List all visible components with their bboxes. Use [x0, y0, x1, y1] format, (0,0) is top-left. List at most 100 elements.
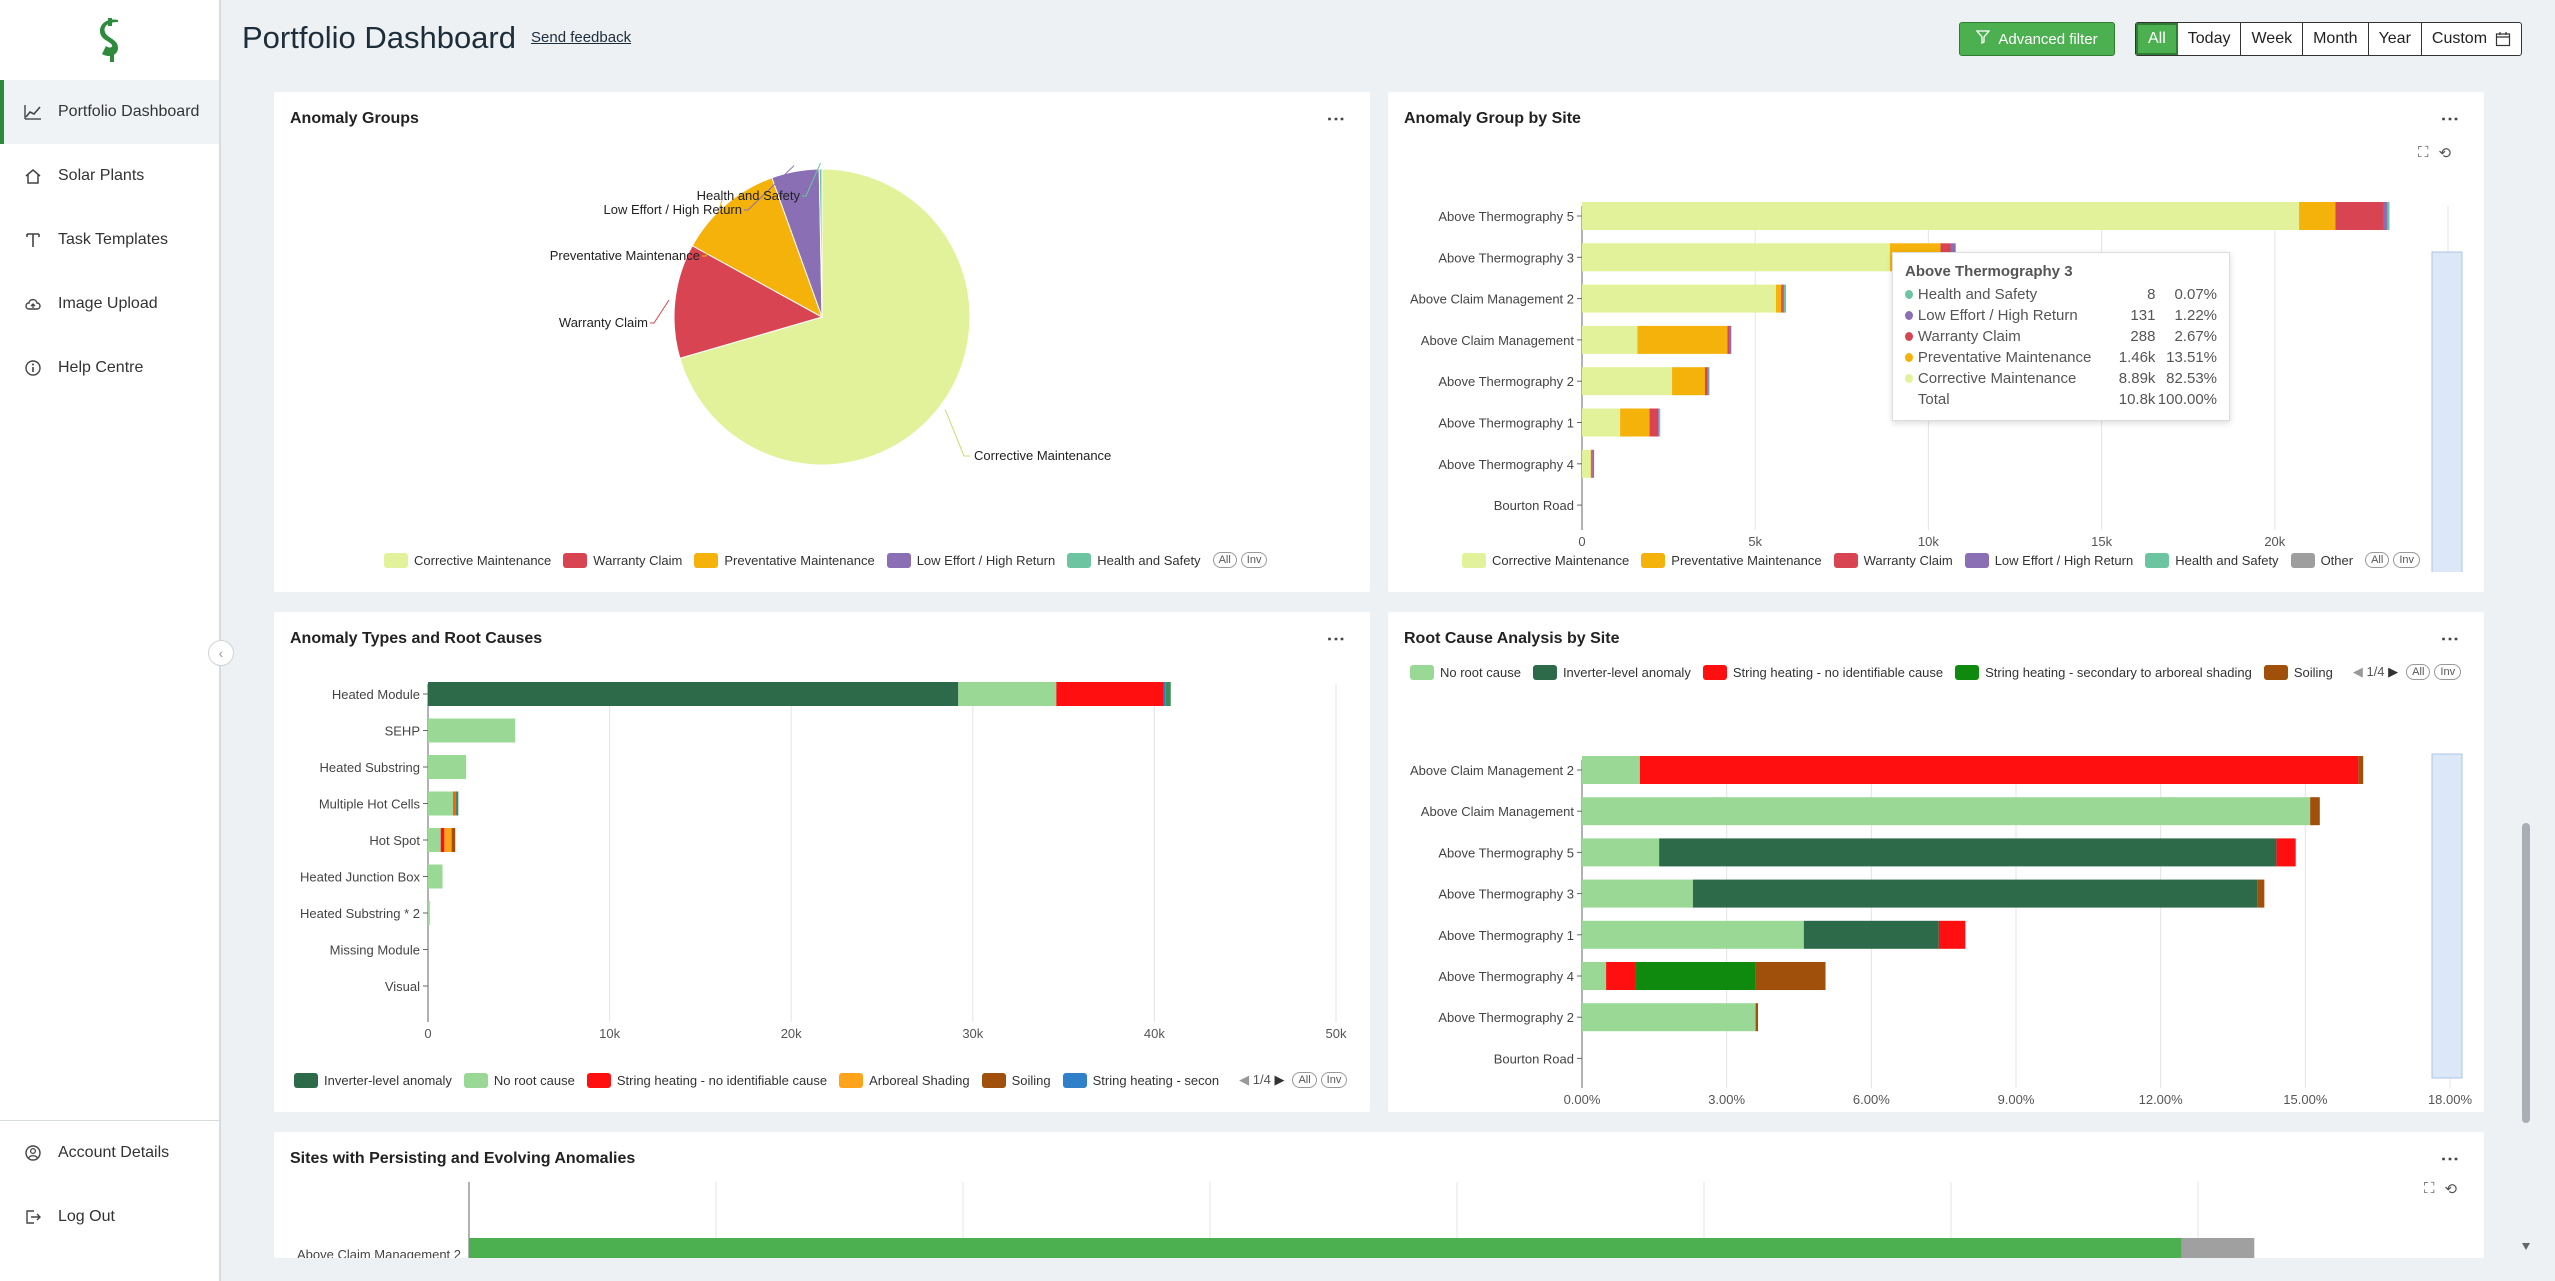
legend-item[interactable]: String heating - no identifiable cause	[586, 1072, 827, 1088]
sidebar-item-task-templates[interactable]: Task Templates	[0, 208, 219, 272]
send-feedback-link[interactable]: Send feedback	[531, 29, 632, 46]
stacked-bar-chart: 0.00% 3.00% 6.00% 9.00% 12.00% 15.00% 18.00% Ab…	[1410, 753, 2472, 1107]
legend-item[interactable]: Corrective Maintenance	[384, 552, 551, 568]
legend-invert-button[interactable]: Inv	[2434, 664, 2462, 680]
chevron-left-icon[interactable]: ◀	[2352, 664, 2363, 679]
legend-swatch	[294, 1072, 318, 1088]
range-week-button[interactable]: Week	[2241, 23, 2304, 55]
legend-item[interactable]: String heating - no identifiable cause	[1702, 664, 1943, 680]
legend-label: Preventative Maintenance	[724, 552, 875, 568]
legend-item[interactable]: Inverter-level anomaly	[1532, 664, 1691, 680]
legend-item[interactable]: String heating - secondary to arboreal s…	[1955, 664, 2252, 680]
legend-pager[interactable]: ◀ 1/4 ▶	[2353, 664, 2398, 680]
stacked-bar-chart: Above Claim Management 2	[297, 1182, 2255, 1258]
chevron-right-icon[interactable]: ▶	[2388, 664, 2399, 679]
legend-item[interactable]: String heating - secon	[1062, 1072, 1219, 1088]
legend-item[interactable]: Other	[2290, 552, 2353, 568]
legend-label: String heating - secondary to arboreal s…	[1985, 664, 2252, 680]
legend-invert-button[interactable]: Inv	[1320, 1072, 1348, 1088]
legend-item[interactable]: Inverter-level anomaly	[294, 1072, 452, 1088]
x-tick-label: 50k	[1326, 1026, 1347, 1041]
sidebar-item-label: Image Upload	[58, 295, 158, 312]
anomaly-group-by-site-panel: Anomaly Group by Site ⋮ ⛶⟲ 05k10k15k20k2…	[1388, 92, 2484, 592]
legend-pager[interactable]: ◀ 1/4 ▶	[1239, 1072, 1284, 1088]
brand-logo[interactable]	[96, 18, 126, 62]
sidebar-item-solar-plants[interactable]: Solar Plants	[0, 144, 219, 208]
legend-invert-button[interactable]: Inv	[2393, 552, 2420, 568]
legend-item[interactable]: Corrective Maintenance	[1462, 552, 1629, 568]
legend-swatch	[1964, 552, 1989, 568]
text-t-icon	[24, 231, 42, 249]
more-options-icon[interactable]: ⋮	[1326, 630, 1346, 648]
range-year-button[interactable]: Year	[2369, 23, 2422, 55]
legend-swatch	[1532, 664, 1557, 680]
page-title: Portfolio Dashboard	[242, 20, 516, 55]
bar-segment	[1727, 325, 1730, 354]
sidebar-item-help-centre[interactable]: Help Centre	[0, 336, 219, 400]
legend-select-all-button[interactable]: All	[2365, 552, 2390, 568]
zoom-reset-icon[interactable]: ⟲	[2438, 145, 2452, 162]
legend-invert-button[interactable]: Inv	[1240, 552, 1268, 568]
bar-segment	[1803, 920, 1939, 949]
legend-select-all-button[interactable]: All	[1212, 552, 1237, 568]
sidebar-item-account-details[interactable]: Account Details	[0, 1121, 219, 1185]
legend-swatch	[839, 1072, 864, 1088]
range-custom-label: Custom	[2431, 30, 2488, 47]
bar-segment	[1708, 367, 1710, 396]
legend-item[interactable]: Soiling	[981, 1072, 1051, 1088]
range-month-button[interactable]: Month	[2303, 23, 2369, 55]
chart-line-icon	[24, 103, 42, 121]
legend-item[interactable]: Arboreal Shading	[839, 1072, 970, 1088]
zoom-reset-icon[interactable]: ⟲	[2444, 1181, 2458, 1198]
chevron-left-icon[interactable]: ◀	[1239, 1072, 1250, 1087]
zoom-select-icon[interactable]: ⛶	[2418, 144, 2429, 161]
more-options-icon[interactable]: ⋮	[1326, 110, 1346, 128]
legend-select-all-button[interactable]: All	[2406, 664, 2431, 680]
more-options-icon[interactable]: ⋮	[2440, 630, 2460, 648]
bar-segment	[1729, 325, 1732, 354]
legend-item[interactable]: Preventative Maintenance	[1641, 552, 1822, 568]
pie-label: Low Effort / High Return	[604, 202, 743, 217]
y-category-label: Visual	[385, 979, 420, 994]
legend-item[interactable]: Preventative Maintenance	[694, 552, 875, 568]
range-today-button[interactable]: Today	[2178, 23, 2242, 55]
zoom-tools: ⛶ ⟲	[2424, 1180, 2457, 1198]
x-tick-label: 10k	[1918, 534, 1939, 549]
sidebar-nav: Portfolio Dashboard Solar Plants Task Te…	[0, 80, 219, 400]
legend-select-all-button[interactable]: All	[1292, 1072, 1317, 1088]
zoom-select-icon[interactable]: ⛶	[2424, 1180, 2435, 1197]
bar-segment	[1783, 284, 1787, 313]
y-category-label: Heated Junction Box	[300, 870, 420, 885]
legend-item[interactable]: No root cause	[1410, 664, 1521, 680]
collapse-sidebar-button[interactable]: ‹	[208, 640, 234, 666]
more-options-icon[interactable]: ⋮	[2440, 1150, 2460, 1168]
logout-icon	[24, 1208, 42, 1226]
range-all-button[interactable]: All	[2136, 23, 2178, 55]
y-category-label: Above Thermography 2	[1438, 374, 1574, 389]
legend-item[interactable]: Health and Safety	[2145, 552, 2279, 568]
chevron-right-icon[interactable]: ▶	[1274, 1072, 1285, 1087]
legend-item[interactable]: Low Effort / High Return	[886, 552, 1055, 568]
pie-label-line	[650, 299, 670, 324]
advanced-filter-button[interactable]: Advanced filter	[1959, 22, 2115, 56]
more-options-icon[interactable]: ⋮	[2440, 110, 2460, 128]
range-custom-button[interactable]: Custom	[2422, 23, 2521, 55]
legend-item[interactable]: Warranty Claim	[1833, 552, 1953, 568]
y-category-label: Multiple Hot Cells	[319, 797, 421, 812]
bar-segment	[1582, 962, 1607, 990]
sidebar-item-portfolio-dashboard[interactable]: Portfolio Dashboard	[0, 80, 219, 144]
legend-item[interactable]: Health and Safety	[1067, 552, 1201, 568]
x-tick-label: 0	[424, 1026, 431, 1041]
bar-segment	[1582, 797, 2311, 826]
legend-item[interactable]: Soiling	[2263, 664, 2333, 680]
sidebar-item-log-out[interactable]: Log Out	[0, 1185, 219, 1249]
pie-chart: Corrective Maintenance Warranty Claim Prev…	[550, 162, 1111, 466]
page-scrollbar[interactable]	[2520, 78, 2532, 1253]
x-tick-label: 15.00%	[2283, 1092, 2328, 1107]
sidebar-item-image-upload[interactable]: Image Upload	[0, 272, 219, 336]
legend-item[interactable]: No root cause	[463, 1072, 575, 1088]
legend-item[interactable]: Warranty Claim	[563, 552, 682, 568]
tooltip-row: Preventative Maintenance 1.46k 13.51%	[1905, 347, 2217, 368]
y-category-label: Above Thermography 3	[1438, 887, 1574, 902]
legend-item[interactable]: Low Effort / High Return	[1964, 552, 2133, 568]
